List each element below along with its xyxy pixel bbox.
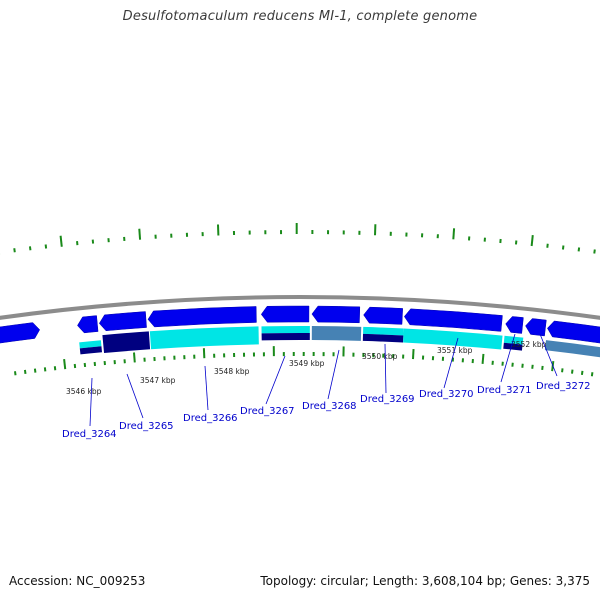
inner-tick-mark xyxy=(33,368,37,373)
gene-label-dred_3265[interactable]: Dred_3265 xyxy=(119,421,174,432)
scale-tick-label: 3550 kbp xyxy=(362,352,398,361)
inner-tick-mark xyxy=(590,372,594,377)
outer-tick-mark xyxy=(138,228,142,240)
cds-feature xyxy=(505,316,524,334)
cds-feature xyxy=(0,322,41,344)
inner-tick-mark xyxy=(412,348,415,360)
outer-tick-mark xyxy=(593,249,596,254)
cds-feature xyxy=(77,315,99,334)
label-leader-line xyxy=(327,349,340,400)
genome-backbone xyxy=(0,295,600,320)
inner-tick-ring xyxy=(14,346,594,377)
gene-label-dred_3268[interactable]: Dred_3268 xyxy=(302,401,357,412)
label-leader-line xyxy=(500,333,516,383)
content-segment xyxy=(363,326,404,336)
scale-tick-label: 3552 kbp xyxy=(511,340,547,349)
content-segment xyxy=(503,342,523,351)
cds-feature xyxy=(147,306,257,328)
cds-feature xyxy=(363,306,403,325)
scale-tick-label: 3547 kbp xyxy=(140,376,176,385)
gene-label-dred_3271[interactable]: Dred_3271 xyxy=(477,385,532,396)
inner-tick-mark xyxy=(580,370,584,376)
label-leader-line xyxy=(384,343,387,394)
outer-tick-mark xyxy=(59,235,63,247)
cds-feature xyxy=(525,318,547,337)
label-leader-line xyxy=(126,373,144,419)
cds-feature xyxy=(98,311,147,332)
content-segment xyxy=(362,333,404,343)
inner-tick-mark xyxy=(481,353,485,364)
inner-tick-mark xyxy=(63,359,67,370)
label-leaders xyxy=(89,333,558,427)
gene-label-dred_3270[interactable]: Dred_3270 xyxy=(419,389,474,400)
label-leader-line xyxy=(89,377,93,427)
content-segment xyxy=(544,340,600,358)
gene-label-dred_3269[interactable]: Dred_3269 xyxy=(360,394,415,405)
label-leader-line xyxy=(443,337,459,389)
scale-tick-label: 3549 kbp xyxy=(289,359,325,368)
cds-feature xyxy=(311,305,361,324)
content-track xyxy=(79,326,600,358)
outer-tick-mark xyxy=(13,248,16,253)
topology-stats: Topology: circular; Length: 3,608,104 bp… xyxy=(260,574,590,588)
outer-tick-mark xyxy=(452,228,456,240)
label-leader-line xyxy=(539,333,558,377)
content-segment xyxy=(79,340,102,349)
content-segment xyxy=(261,326,310,334)
content-segment xyxy=(261,332,310,341)
feature-track xyxy=(0,305,600,344)
gene-label-dred_3266[interactable]: Dred_3266 xyxy=(183,413,238,424)
backbone-ring xyxy=(0,295,600,320)
cds-feature xyxy=(404,308,503,332)
gene-label-dred_3272[interactable]: Dred_3272 xyxy=(536,381,591,392)
inner-tick-mark xyxy=(23,369,27,375)
label-leader-line xyxy=(204,365,209,411)
scale-tick-label: 3546 kbp xyxy=(66,387,102,396)
gene-label-dred_3264[interactable]: Dred_3264 xyxy=(62,429,117,440)
content-segment xyxy=(102,331,151,354)
outer-tick-mark xyxy=(530,234,534,247)
cds-feature xyxy=(260,305,310,323)
scale-tick-label: 3548 kbp xyxy=(214,367,250,376)
gene-label-dred_3267[interactable]: Dred_3267 xyxy=(240,406,295,417)
content-segment xyxy=(79,346,103,355)
map-title: Desulfotomaculum reducens MI-1, complete… xyxy=(122,9,478,24)
outer-tick-ring xyxy=(0,223,596,255)
cds-feature xyxy=(547,320,600,344)
content-segment xyxy=(403,328,503,350)
inner-tick-mark xyxy=(132,352,136,363)
inner-tick-mark xyxy=(571,369,574,374)
label-leader-line xyxy=(265,355,286,405)
inner-tick-mark xyxy=(14,371,17,376)
content-segment xyxy=(311,326,362,341)
accession-text: Accession: NC_009253 xyxy=(9,574,146,588)
content-segment xyxy=(149,326,259,350)
